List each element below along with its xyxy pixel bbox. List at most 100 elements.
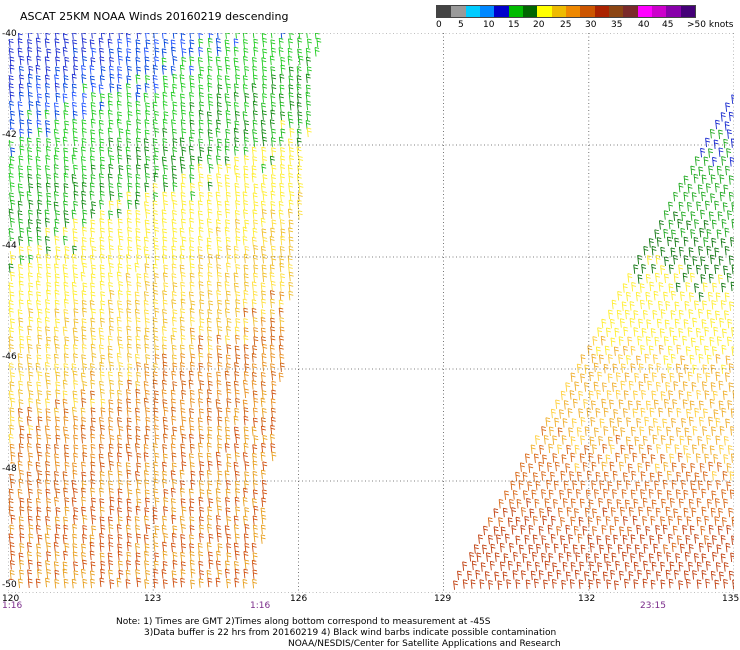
wind-barb xyxy=(694,156,700,166)
wind-barb xyxy=(152,182,158,193)
wind-barb xyxy=(224,299,230,310)
wind-barb xyxy=(728,191,734,202)
wind-barb xyxy=(226,317,232,328)
wind-barb xyxy=(198,398,204,408)
wind-barb xyxy=(45,92,51,103)
wind-barb xyxy=(117,488,123,498)
wind-barb xyxy=(522,553,528,563)
wind-barb xyxy=(706,480,712,491)
wind-barb xyxy=(181,236,187,247)
wind-barb xyxy=(198,352,204,363)
wind-barb xyxy=(605,535,611,545)
wind-barb xyxy=(53,227,59,237)
wind-barb xyxy=(244,245,250,256)
wind-barb xyxy=(73,181,79,192)
wind-barb xyxy=(261,479,267,490)
wind-barb xyxy=(127,101,133,112)
wind-barb xyxy=(565,571,571,582)
wind-barb xyxy=(126,551,132,562)
wind-barb xyxy=(153,244,159,255)
wind-barb xyxy=(278,299,284,310)
wind-barb xyxy=(642,309,648,320)
wind-barb xyxy=(53,164,59,174)
wind-barb xyxy=(225,110,231,120)
wind-barb xyxy=(153,578,159,589)
wind-barb xyxy=(270,200,276,211)
wind-barb xyxy=(234,83,239,93)
wind-barb xyxy=(109,155,115,165)
wind-barb xyxy=(161,209,167,219)
wind-barb xyxy=(198,578,204,588)
wind-barb xyxy=(46,138,52,148)
wind-barb xyxy=(233,57,239,68)
wind-barb xyxy=(689,354,695,365)
wind-barb xyxy=(163,497,169,507)
wind-barb xyxy=(73,424,79,435)
wind-barb xyxy=(233,515,239,526)
wind-barb xyxy=(206,326,212,336)
wind-barb xyxy=(136,273,142,283)
wind-barb xyxy=(163,506,169,516)
wind-barb xyxy=(688,247,694,257)
wind-barb xyxy=(90,75,95,85)
wind-barb xyxy=(90,101,96,112)
wind-barb xyxy=(109,505,115,516)
wind-barb xyxy=(296,137,302,147)
wind-barb xyxy=(251,426,257,436)
wind-barb xyxy=(729,489,734,499)
wind-barb xyxy=(484,571,490,581)
wind-barb xyxy=(118,33,124,39)
wind-barb xyxy=(8,362,14,373)
wind-barb xyxy=(243,155,249,165)
wind-barb xyxy=(718,380,724,391)
wind-barb xyxy=(680,291,685,301)
wind-barb xyxy=(26,55,32,66)
wind-barb xyxy=(55,389,61,399)
wind-barb xyxy=(216,309,222,319)
wind-barb xyxy=(547,506,553,517)
wind-barb xyxy=(618,354,624,364)
wind-barb xyxy=(687,327,693,337)
wind-barb xyxy=(63,200,69,211)
wind-barb xyxy=(126,264,132,274)
wind-barb xyxy=(135,92,141,102)
wind-barb xyxy=(81,496,87,507)
wind-barb xyxy=(81,128,87,138)
wind-barb xyxy=(99,479,105,490)
wind-barb xyxy=(270,137,276,147)
wind-barb xyxy=(664,398,669,409)
wind-barb xyxy=(708,148,714,158)
wind-barb xyxy=(37,199,43,210)
wind-barb xyxy=(543,579,549,589)
wind-barb xyxy=(710,174,716,184)
wind-barb xyxy=(153,65,159,75)
note-line-3: NOAA/NESDIS/Center for Satellite Applica… xyxy=(288,639,561,649)
wind-barb xyxy=(535,480,541,491)
wind-barb xyxy=(154,93,160,103)
wind-barb xyxy=(90,282,96,292)
wind-barb xyxy=(108,317,114,328)
colorbar-segment xyxy=(465,6,480,17)
wind-barb xyxy=(152,75,158,85)
wind-barb xyxy=(108,425,114,436)
wind-barb xyxy=(135,335,141,346)
wind-barb xyxy=(27,219,33,229)
wind-barb xyxy=(153,272,159,283)
colorbar-label-35: 35 xyxy=(611,20,623,30)
wind-barb xyxy=(99,236,105,247)
wind-barb xyxy=(199,524,205,535)
wind-barb xyxy=(154,307,160,318)
wind-barb xyxy=(260,200,266,211)
wind-barb xyxy=(216,119,222,130)
wind-barb xyxy=(262,191,268,201)
wind-barb xyxy=(618,399,624,409)
wind-barb xyxy=(54,533,60,544)
wind-barb xyxy=(63,75,69,85)
wind-barb xyxy=(699,335,705,346)
wind-barb xyxy=(189,506,195,516)
wind-barb xyxy=(637,254,643,265)
wind-barb xyxy=(710,570,716,581)
wind-barb xyxy=(215,155,221,165)
wind-barb xyxy=(80,372,86,382)
wind-barb xyxy=(10,110,16,121)
